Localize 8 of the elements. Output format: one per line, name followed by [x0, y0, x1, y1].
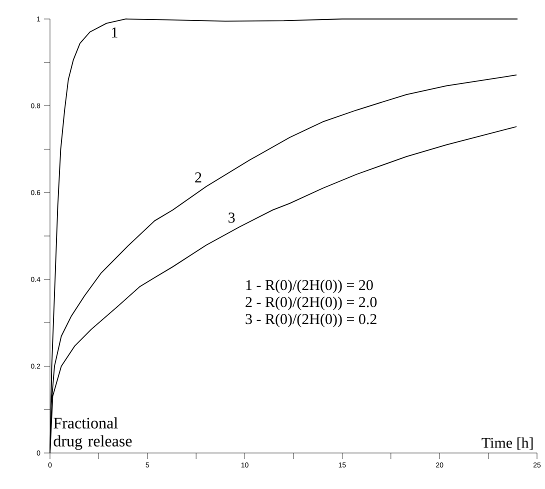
annotation: 3 - R(0)/(2H(0)) = 0.2 — [246, 314, 376, 328]
annotation: 2 - R(0)/(2H(0)) = 2.0 — [246, 296, 377, 310]
series-label: 2 — [195, 172, 202, 182]
series-label: 3 — [228, 212, 235, 223]
x-axis-title: Time [h] — [482, 437, 533, 450]
y-axis-title: Fractional drug release — [54, 417, 132, 450]
series-label: 1 — [112, 28, 118, 38]
annotation: 1 - R(0)/(2H(0)) = 20 — [246, 280, 373, 294]
